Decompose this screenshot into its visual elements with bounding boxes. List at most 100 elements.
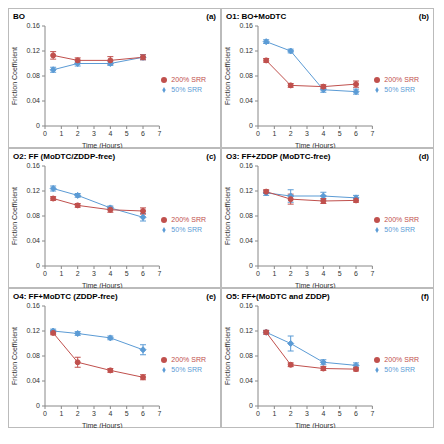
svg-text:5: 5 [125,410,129,417]
svg-text:0: 0 [36,262,40,269]
svg-text:4: 4 [108,410,112,417]
svg-text:0.16: 0.16 [239,22,253,29]
html-text:BO: BO [13,12,25,21]
svg-text:0.16: 0.16 [239,302,253,309]
svg-text:7: 7 [370,410,374,417]
svg-text:Friction Coefficient: Friction Coefficient [11,327,18,385]
html-text:(e): (e) [206,292,216,301]
html-text:(f): (f) [421,292,429,301]
svg-text:0.16: 0.16 [26,302,40,309]
svg-text:6: 6 [141,270,145,277]
svg-text:3: 3 [305,270,309,277]
svg-text:2: 2 [289,130,293,137]
html-text:O5: FF+(MoDTC and ZDDP): O5: FF+(MoDTC and ZDDP) [226,292,330,301]
svg-text:0.12: 0.12 [26,187,40,194]
svg-text:Time (Hours): Time (Hours) [295,422,336,428]
svg-text:1: 1 [272,410,276,417]
svg-text:2: 2 [289,270,293,277]
svg-text:0.04: 0.04 [26,97,40,104]
svg-text:2: 2 [76,270,80,277]
html-text:O1: BO+MoDTC: O1: BO+MoDTC [226,12,287,21]
svg-text:0.08: 0.08 [26,72,40,79]
svg-text:Friction Coefficient: Friction Coefficient [11,187,18,245]
svg-text:3: 3 [92,270,96,277]
svg-text:5: 5 [338,130,342,137]
svg-text:2: 2 [289,410,293,417]
svg-text:Time (Hours): Time (Hours) [82,422,123,428]
svg-text:Friction Coefficient: Friction Coefficient [11,47,18,105]
svg-text:3: 3 [305,410,309,417]
html-text:200% SRR: 200% SRR [171,76,206,83]
svg-text:0.08: 0.08 [26,212,40,219]
svg-text:0.04: 0.04 [26,377,40,384]
svg-text:7: 7 [157,410,161,417]
svg-text:4: 4 [321,130,325,137]
svg-text:3: 3 [92,130,96,137]
svg-text:1: 1 [59,410,63,417]
svg-text:4: 4 [108,130,112,137]
svg-text:1: 1 [272,130,276,137]
svg-text:0.16: 0.16 [26,22,40,29]
svg-text:0: 0 [249,262,253,269]
svg-text:6: 6 [354,410,358,417]
svg-text:Friction Coefficient: Friction Coefficient [224,187,231,245]
svg-text:4: 4 [108,270,112,277]
svg-text:6: 6 [141,130,145,137]
svg-text:0.08: 0.08 [239,352,253,359]
svg-text:5: 5 [338,410,342,417]
html-text:(a): (a) [206,12,216,21]
svg-text:4: 4 [321,270,325,277]
svg-text:0: 0 [249,402,253,409]
svg-text:0.16: 0.16 [26,162,40,169]
svg-text:7: 7 [370,130,374,137]
svg-text:2: 2 [76,130,80,137]
svg-text:0.04: 0.04 [239,97,253,104]
html-text:(c): (c) [206,152,216,161]
svg-text:6: 6 [354,270,358,277]
svg-text:0.12: 0.12 [239,187,253,194]
svg-text:0.12: 0.12 [26,327,40,334]
svg-text:0.08: 0.08 [239,212,253,219]
svg-text:0.12: 0.12 [239,47,253,54]
svg-text:Friction Coefficient: Friction Coefficient [224,47,231,105]
svg-text:1: 1 [59,130,63,137]
html-text:50% SRR: 50% SRR [171,86,203,93]
svg-text:2: 2 [76,410,80,417]
svg-text:5: 5 [125,130,129,137]
svg-text:0: 0 [249,122,253,129]
svg-text:5: 5 [125,270,129,277]
svg-text:0.08: 0.08 [26,352,40,359]
svg-text:0.12: 0.12 [26,47,40,54]
html-text:O3: FF+ZDDP (MoDTC-free): O3: FF+ZDDP (MoDTC-free) [226,152,331,161]
svg-text:6: 6 [141,410,145,417]
svg-text:Friction Coefficient: Friction Coefficient [224,327,231,385]
svg-text:0.12: 0.12 [239,327,253,334]
svg-text:6: 6 [354,130,358,137]
svg-text:0: 0 [43,270,47,277]
svg-text:7: 7 [157,270,161,277]
svg-text:0: 0 [256,270,260,277]
svg-text:3: 3 [305,130,309,137]
svg-text:0: 0 [36,402,40,409]
svg-text:0.04: 0.04 [239,237,253,244]
svg-text:0.04: 0.04 [26,237,40,244]
html-text:(b): (b) [418,12,429,21]
svg-text:0: 0 [43,130,47,137]
svg-text:5: 5 [338,270,342,277]
html-text:(d): (d) [418,152,429,161]
svg-text:0.08: 0.08 [239,72,253,79]
svg-text:7: 7 [370,270,374,277]
svg-text:7: 7 [157,130,161,137]
svg-text:1: 1 [59,270,63,277]
svg-text:0: 0 [256,130,260,137]
svg-text:3: 3 [92,410,96,417]
svg-text:4: 4 [321,410,325,417]
svg-text:0: 0 [43,410,47,417]
svg-text:0: 0 [256,410,260,417]
svg-text:0: 0 [36,122,40,129]
svg-text:0.04: 0.04 [239,377,253,384]
svg-text:1: 1 [272,270,276,277]
svg-text:0.16: 0.16 [239,162,253,169]
html-text:O2: FF (MoDTC/ZDDP-free): O2: FF (MoDTC/ZDDP-free) [13,152,116,161]
html-text:O4: FF+MoDTC (ZDDP-free): O4: FF+MoDTC (ZDDP-free) [13,292,118,301]
